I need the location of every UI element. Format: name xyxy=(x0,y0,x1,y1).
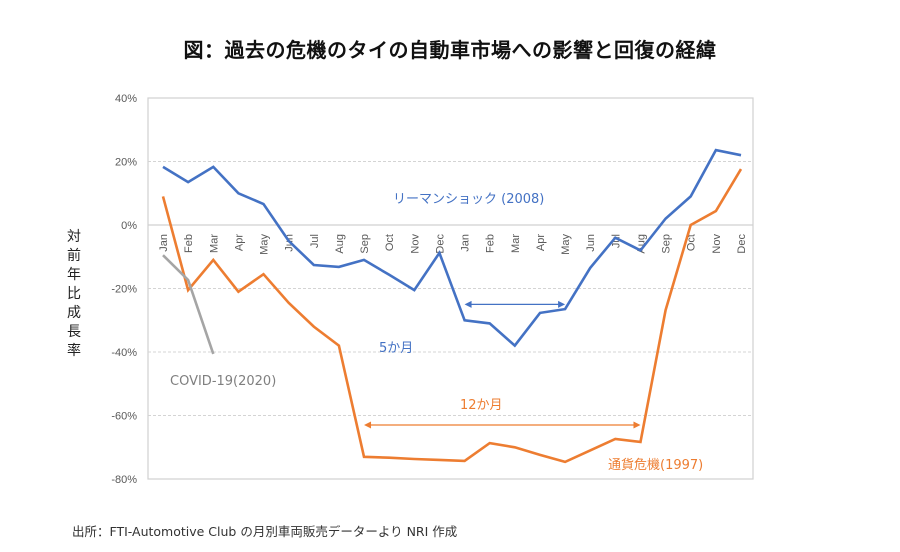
x-tick-label: Aug xyxy=(334,234,346,254)
x-tick-label: Nov xyxy=(711,234,723,254)
x-tick-label: Apr xyxy=(233,234,245,251)
y-tick-label: 0% xyxy=(121,220,137,232)
series-line-lehman-2008 xyxy=(162,148,742,348)
x-tick-label: May xyxy=(259,234,271,255)
annotation-12-months: 12か月 xyxy=(460,398,503,413)
arrowhead-left-icon xyxy=(464,300,472,308)
chart-title: 図：過去の危機のタイの自動車市場への影響と回復の経緯 xyxy=(183,38,717,62)
gridlines xyxy=(148,161,753,416)
y-axis-label: 対前年比成長率 xyxy=(67,229,81,359)
y-tick-label: -20% xyxy=(111,284,137,296)
y-tick-label: 20% xyxy=(115,157,137,169)
x-tick-label: Jul xyxy=(309,234,321,248)
x-tick-label: Oct xyxy=(384,234,396,251)
x-tick-label: Jun xyxy=(585,234,597,252)
annotations xyxy=(364,300,641,429)
series-label-lehman: リーマンショック (2008) xyxy=(393,192,544,207)
x-tick-labels: Jan Feb Mar Apr May Jun Jul Aug Sep Oct Nov Dec Jan F… xyxy=(158,234,748,255)
x-tick-label: Nov xyxy=(409,234,421,254)
x-tick-label: Sep xyxy=(661,234,673,254)
y-tick-label: -40% xyxy=(111,347,137,359)
y-tick-label: -80% xyxy=(111,474,137,486)
x-tick-label: Oct xyxy=(686,234,698,251)
x-tick-label: Apr xyxy=(535,234,547,251)
series-line-covid-2020 xyxy=(162,254,215,355)
series-lines xyxy=(161,148,743,464)
x-tick-label: Jul xyxy=(610,234,622,248)
source-note: 出所：FTI-Automotive Club の月別車両販売データーより NRI… xyxy=(72,524,458,539)
annotation-5-months: 5か月 xyxy=(379,341,413,356)
x-tick-label: Dec xyxy=(736,234,748,254)
arrowhead-right-icon xyxy=(558,300,566,308)
x-tick-label: May xyxy=(560,234,572,255)
x-tick-label: Jan xyxy=(158,234,170,252)
x-tick-label: Sep xyxy=(359,234,371,254)
y-tick-label: -60% xyxy=(111,411,137,423)
y-tick-labels: 40% 20% 0% -20% -40% -60% -80% xyxy=(111,93,137,486)
y-tick-label: 40% xyxy=(115,93,137,105)
x-tick-label: Dec xyxy=(434,234,446,254)
arrowhead-left-icon xyxy=(364,421,372,429)
series-line-currency-crisis-1997 xyxy=(161,168,743,464)
x-tick-label: Mar xyxy=(510,234,522,253)
x-tick-label: Jan xyxy=(460,234,472,252)
series-label-covid: COVID-19(2020) xyxy=(170,374,276,389)
x-tick-label: Feb xyxy=(485,234,497,253)
series-label-currency-crisis: 通貨危機(1997) xyxy=(608,457,703,473)
x-tick-label: Feb xyxy=(183,234,195,253)
x-tick-label: Mar xyxy=(208,234,220,253)
arrowhead-right-icon xyxy=(633,421,641,429)
